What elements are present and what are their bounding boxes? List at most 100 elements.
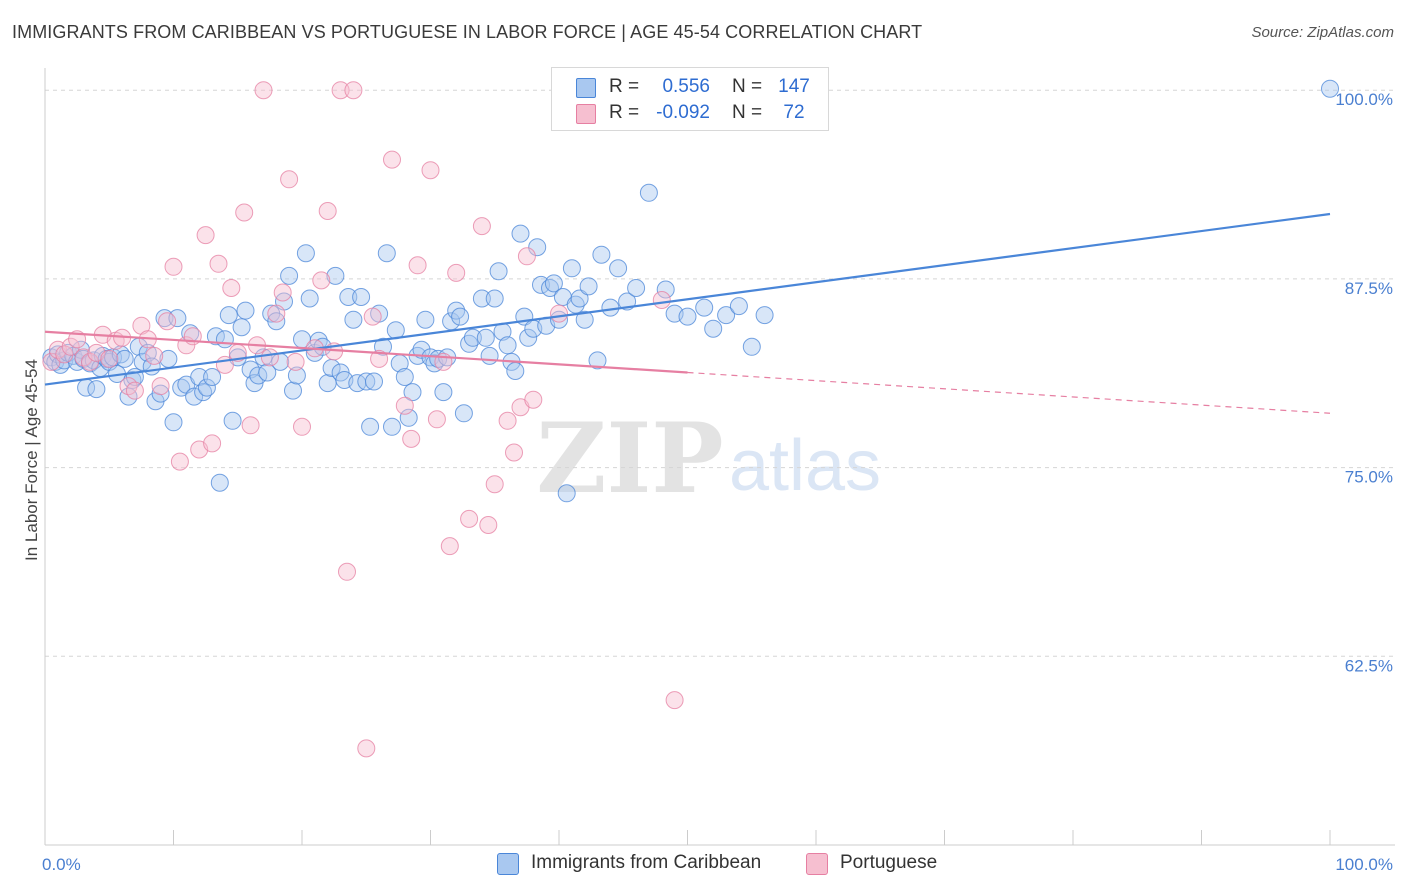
data-point xyxy=(609,259,628,278)
data-point xyxy=(399,408,418,427)
data-point xyxy=(235,203,254,222)
data-point xyxy=(755,306,774,325)
data-point xyxy=(601,298,620,317)
data-point xyxy=(454,404,473,423)
trend-line-extension xyxy=(687,371,1331,414)
data-point xyxy=(100,349,119,368)
data-point xyxy=(562,259,581,278)
trend-line xyxy=(44,330,688,374)
data-point xyxy=(402,429,421,448)
data-point xyxy=(463,328,482,347)
legend-swatch-portuguese xyxy=(576,104,596,124)
legend-r-value: 0.556 xyxy=(662,76,710,97)
data-point xyxy=(550,304,568,323)
tick-labels: 62.5% 75.0% 87.5% 100.0% 0.0% 100.0% xyxy=(42,90,1393,874)
data-point xyxy=(498,336,517,355)
legend-n-label: N = xyxy=(732,76,763,97)
data-point xyxy=(61,337,80,356)
data-point xyxy=(588,351,607,370)
data-point xyxy=(81,352,99,371)
data-point xyxy=(223,411,242,430)
y-tick-label: 87.5% xyxy=(1345,279,1393,298)
data-point xyxy=(528,238,547,257)
data-point xyxy=(125,381,144,400)
data-point xyxy=(293,417,311,436)
data-point xyxy=(119,377,138,396)
data-point xyxy=(196,226,215,245)
data-point xyxy=(273,283,292,302)
data-point xyxy=(344,81,363,100)
data-point xyxy=(209,254,228,273)
data-point xyxy=(557,484,576,503)
x-tick-label: 0.0% xyxy=(42,855,81,874)
data-point xyxy=(479,516,498,534)
data-point xyxy=(331,81,350,100)
data-point xyxy=(190,368,209,386)
data-point xyxy=(416,310,435,329)
legend-r-value: -0.092 xyxy=(656,102,710,123)
data-point xyxy=(678,307,697,326)
series-portuguese-points xyxy=(42,79,684,758)
data-point xyxy=(365,372,383,391)
data-point xyxy=(451,307,470,326)
data-point xyxy=(427,410,446,429)
data-point xyxy=(287,366,306,385)
data-point xyxy=(267,304,286,323)
data-point xyxy=(215,330,234,349)
data-point xyxy=(517,247,536,266)
data-point xyxy=(524,390,543,409)
y-tick-label: 100.0% xyxy=(1335,90,1393,109)
data-point xyxy=(280,170,299,189)
data-point xyxy=(639,183,658,202)
legend-swatch-caribbean xyxy=(576,78,596,98)
data-point xyxy=(717,306,736,325)
data-point xyxy=(370,349,389,368)
data-point xyxy=(472,289,491,308)
data-point xyxy=(729,297,748,316)
data-point xyxy=(210,473,229,492)
data-point xyxy=(412,340,431,359)
data-point xyxy=(158,312,177,331)
data-point xyxy=(286,352,305,371)
data-point xyxy=(318,202,337,220)
watermark-atlas: atlas xyxy=(729,426,881,506)
data-point xyxy=(742,337,761,356)
data-point xyxy=(485,475,504,494)
data-point xyxy=(339,288,358,306)
data-point xyxy=(506,362,525,380)
data-point xyxy=(258,363,277,382)
data-point xyxy=(203,368,222,386)
data-point xyxy=(115,349,134,368)
data-point xyxy=(421,161,440,180)
data-point xyxy=(592,245,611,264)
legend-r-label: R = xyxy=(609,76,640,97)
data-point xyxy=(357,372,376,391)
data-point xyxy=(489,262,508,281)
data-point xyxy=(151,384,170,403)
data-point xyxy=(361,417,380,436)
legend-n-value: 147 xyxy=(778,76,810,97)
data-point xyxy=(352,288,371,306)
data-point xyxy=(357,739,376,758)
axes xyxy=(44,68,1395,846)
data-point xyxy=(374,337,392,356)
data-point xyxy=(170,452,189,471)
chart-source: Source: ZipAtlas.com xyxy=(1251,24,1394,41)
trend-lines xyxy=(44,212,1331,414)
data-point xyxy=(511,224,530,243)
data-point xyxy=(665,691,684,710)
data-point xyxy=(344,310,363,329)
data-point xyxy=(185,387,204,406)
data-point xyxy=(254,81,273,100)
data-point xyxy=(280,266,299,285)
data-point xyxy=(87,380,106,399)
y-tick-label: 62.5% xyxy=(1345,656,1393,675)
data-point xyxy=(403,383,422,402)
data-point xyxy=(267,312,286,331)
data-point xyxy=(498,411,517,430)
data-point xyxy=(429,349,448,368)
data-point xyxy=(203,434,222,453)
data-point xyxy=(383,150,401,169)
data-point xyxy=(656,280,675,299)
data-point xyxy=(476,328,495,347)
